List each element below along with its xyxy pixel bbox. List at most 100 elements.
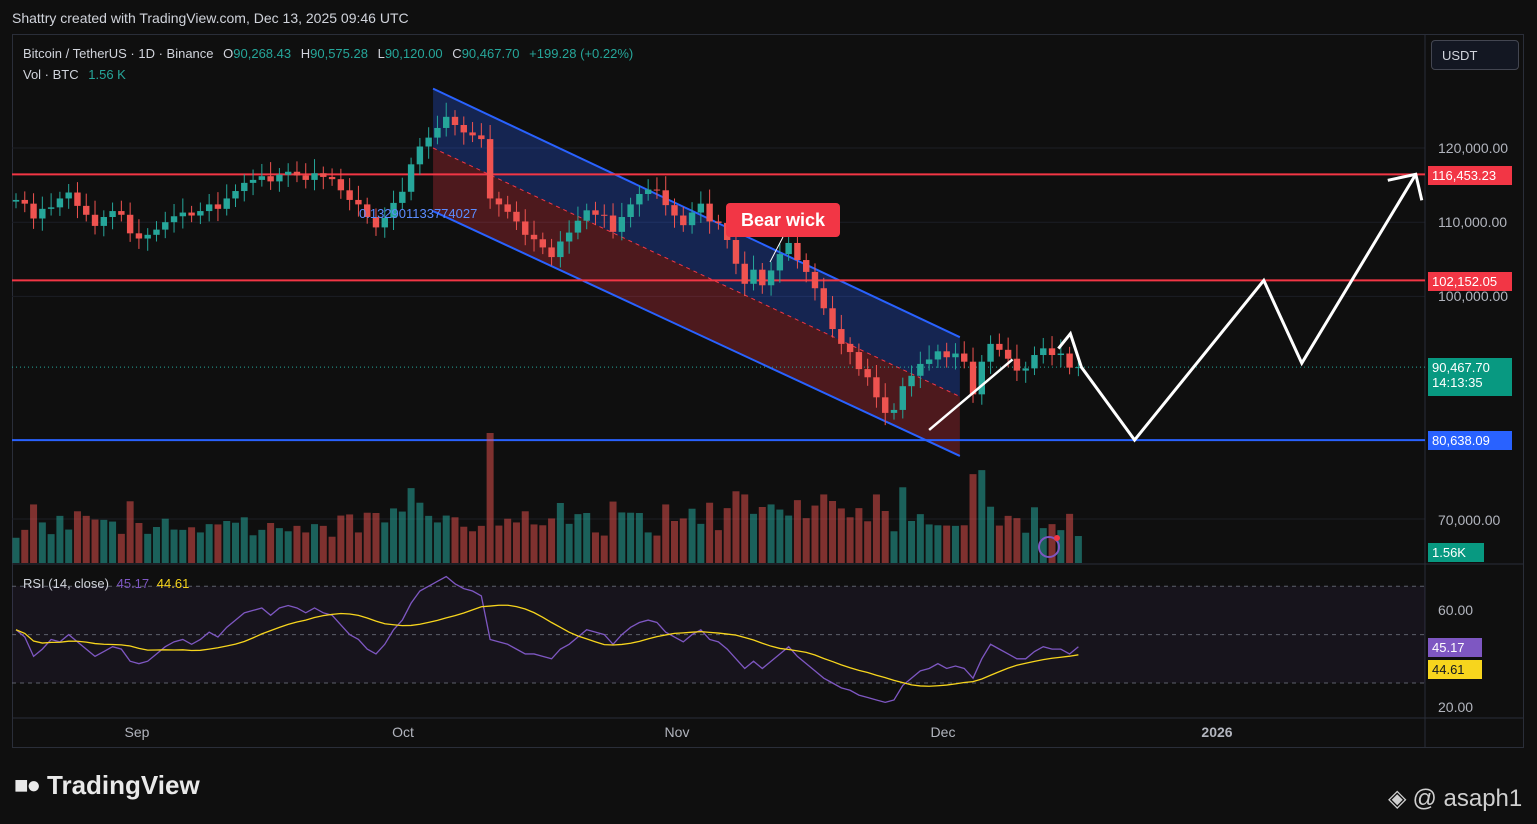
bear-wick-box (726, 203, 840, 237)
candle-body (399, 191, 406, 203)
volume-bar (618, 512, 626, 563)
volume-bar (583, 513, 591, 563)
volume-bar (574, 514, 582, 563)
candle-body (1066, 353, 1073, 368)
volume-bar (916, 514, 924, 563)
candle-body (144, 234, 151, 239)
volume-bar (504, 518, 512, 563)
volume-bar (600, 535, 608, 563)
candle-body (451, 116, 459, 125)
x-axis-label: Dec (930, 724, 956, 740)
candle-body (223, 198, 230, 209)
candle-body (706, 203, 713, 222)
volume-bar (662, 504, 670, 563)
candle-body (135, 233, 143, 239)
volume-bar (214, 524, 222, 563)
candle-body (767, 270, 775, 286)
volume-bar (12, 537, 20, 563)
volume-bar (240, 517, 248, 563)
candle-body (601, 214, 608, 216)
candle-body (346, 190, 353, 200)
volume-bar (969, 474, 977, 563)
candle-body (100, 217, 107, 226)
volume-bar (872, 494, 880, 563)
volume-bar (161, 518, 169, 563)
candle-body (671, 205, 678, 216)
tradingview-logo[interactable]: ■● TradingView (14, 770, 200, 801)
candle-body (899, 386, 906, 410)
candle-body (47, 207, 55, 209)
volume-bar (943, 525, 951, 563)
author-watermark: ◈ @ asaph1 (1388, 784, 1522, 813)
volume-bar (47, 534, 55, 563)
candle-body (882, 397, 889, 413)
candle-body (820, 288, 827, 309)
volume-bar (881, 511, 889, 563)
volume-bar (627, 512, 635, 563)
volume-bar (644, 532, 652, 563)
volume-bar (469, 531, 477, 563)
rsi-label[interactable]: RSI (14, close) (23, 576, 109, 591)
volume-bar (688, 508, 696, 563)
candle-body (179, 212, 187, 217)
candle-body (732, 240, 740, 264)
volume-bar (899, 487, 907, 563)
volume-bar (302, 532, 310, 563)
volume-bar (951, 525, 959, 563)
volume-bar (495, 525, 503, 563)
rsi-axis-label: 60.00 (1438, 602, 1474, 618)
volume-bar (205, 524, 213, 563)
volume-bar (416, 502, 424, 563)
volume-bar (539, 525, 547, 563)
candle-body (644, 189, 652, 195)
currency-button[interactable]: USDT (1431, 40, 1519, 70)
candle-body (364, 204, 371, 218)
candle-body (390, 202, 397, 218)
candle-body (680, 215, 687, 226)
candle-body (162, 222, 169, 230)
volume-bar (21, 529, 29, 563)
candle-body (83, 205, 90, 215)
candle-body (205, 204, 213, 212)
volume-bar (486, 433, 494, 563)
volume-bar (407, 488, 415, 563)
volume-bar (275, 528, 283, 563)
volume-bar (56, 515, 64, 563)
candle-body (592, 210, 599, 215)
candle-body (232, 191, 239, 199)
volume-bar (512, 522, 520, 563)
candle-body (1004, 349, 1012, 359)
volume-bar (1039, 528, 1047, 563)
bear-wick-annotation: Bear wick (726, 203, 840, 263)
candle-body (302, 175, 309, 180)
candle-body (978, 361, 985, 395)
rsi-legend-value: 45.17 (116, 576, 150, 591)
candle-body (846, 343, 854, 353)
candle-body (741, 263, 748, 284)
high-value: 90,575.28 (310, 46, 368, 61)
candle-body (934, 351, 942, 360)
candle-body (320, 173, 327, 177)
candle-body (925, 359, 933, 364)
volume-bar (714, 530, 722, 563)
volume-bar (521, 511, 529, 563)
resistance-tag-upper: 116,453.23 (1428, 166, 1512, 185)
candle-body (583, 210, 590, 221)
candle-body (12, 199, 20, 202)
channel-upper-fill (433, 88, 960, 397)
brand-name: TradingView (47, 770, 200, 800)
volume-bar (65, 529, 73, 563)
volume-label[interactable]: Vol · BTC (23, 67, 79, 82)
chart-credit: Shattry created with TradingView.com, De… (12, 10, 409, 26)
resistance-tag-lower: 102,152.05 (1428, 272, 1512, 291)
candle-body (214, 204, 222, 209)
volume-bar (460, 526, 468, 563)
chart-frame[interactable] (12, 34, 1524, 748)
candle-body (284, 171, 292, 175)
author-name: @ asaph1 (1412, 784, 1523, 812)
rsi-line (15, 575, 1079, 704)
symbol-name[interactable]: Bitcoin / TetherUS · 1D · Binance (23, 46, 214, 61)
volume-bar (785, 515, 793, 563)
volume-bar (188, 527, 196, 563)
